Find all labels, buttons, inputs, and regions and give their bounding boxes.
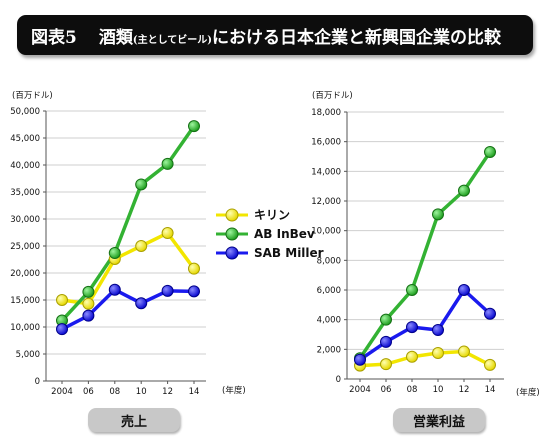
series-line-- xyxy=(61,231,196,306)
data-point-- xyxy=(135,240,148,252)
data-point-sab-miller xyxy=(380,335,392,348)
data-point-- xyxy=(458,345,470,358)
y-tick-label: 10,000 xyxy=(311,227,341,237)
x-tick-label: 12 xyxy=(162,387,173,397)
legend-label-sabmiller: SAB Miller xyxy=(254,245,324,260)
y-tick-label: 30,000 xyxy=(10,215,40,225)
data-point-ab-inbev xyxy=(135,178,148,191)
data-point-ab-inbev xyxy=(108,247,121,260)
data-point-sab-miller xyxy=(188,285,200,298)
x-tick-label: 14 xyxy=(485,385,496,395)
x-tick-label: 12 xyxy=(459,385,470,395)
y-tick-label: 50,000 xyxy=(10,107,40,117)
data-point-sab-miller xyxy=(432,324,444,337)
data-point-- xyxy=(56,294,68,306)
sales-label: 売上 xyxy=(88,408,180,432)
operating-profit-chart: 0 2,000 4,000 6,000 8,000 10,000 12,000 14,000 1… xyxy=(311,91,539,398)
x-tick-label: 10 xyxy=(136,387,147,397)
y-tick-label: 6,000 xyxy=(317,286,341,296)
x-tick-label: 08 xyxy=(407,385,418,395)
y-tick-label: 20,000 xyxy=(10,269,40,279)
y-tick-label: 8,000 xyxy=(317,256,341,266)
y-tick-label: 45,000 xyxy=(10,134,40,144)
y-tick-label: 14,000 xyxy=(311,167,341,177)
legend-label-kirin: キリン xyxy=(254,208,291,222)
x-tick-label: 2004 xyxy=(349,385,371,395)
data-point-- xyxy=(432,347,444,360)
data-point-sab-miller xyxy=(406,321,418,334)
y-tick-label: 18,000 xyxy=(311,108,341,118)
legend-marker-kirin xyxy=(216,208,248,221)
y-tick-label: 25,000 xyxy=(10,242,40,252)
data-point-ab-inbev xyxy=(188,120,200,133)
data-point-- xyxy=(406,350,418,363)
y-tick-label: 10,000 xyxy=(10,323,40,333)
data-point-- xyxy=(161,227,174,240)
data-point-ab-inbev xyxy=(484,146,496,159)
data-point-ab-inbev xyxy=(82,285,95,298)
data-point-ab-inbev xyxy=(458,184,470,197)
data-point-sab-miller xyxy=(354,353,366,366)
x-tick-label: 06 xyxy=(381,385,392,395)
x-tick-label: 06 xyxy=(83,387,94,397)
data-point-ab-inbev xyxy=(380,313,392,326)
title-part-1: 酒類 xyxy=(98,27,133,48)
y-tick-label: 15,000 xyxy=(10,296,40,306)
y-tick-label: 0 xyxy=(336,375,341,385)
figure-title: 図表5 酒類(主としてビール)における日本企業と新興国企業の比較 xyxy=(17,23,501,48)
data-point-sab-miller xyxy=(484,307,496,320)
x-tick-label: 2004 xyxy=(51,387,73,397)
legend: キリン AB InBev SAB Miller xyxy=(215,205,324,262)
data-point-sab-miller xyxy=(82,309,95,322)
legend-item-abinbev: AB InBev xyxy=(215,224,324,243)
data-point-sab-miller xyxy=(161,284,174,297)
series-line-- xyxy=(359,349,491,368)
data-point-ab-inbev xyxy=(161,157,174,170)
data-point-- xyxy=(82,297,95,310)
title-part-2: における日本企業と新興国企業の比較 xyxy=(212,27,502,48)
y-axis-label: (百万ドル) xyxy=(12,91,53,101)
x-axis-label: (年度) xyxy=(516,387,540,398)
series-line-ab-inbev xyxy=(60,125,196,322)
data-point-sab-miller xyxy=(135,297,148,310)
y-tick-label: 35,000 xyxy=(10,188,40,198)
data-point-- xyxy=(188,262,200,275)
x-axis-label: (年度) xyxy=(222,385,246,396)
data-point-- xyxy=(484,358,496,371)
data-point-sab-miller xyxy=(108,283,121,296)
y-tick-label: 5,000 xyxy=(16,350,40,360)
data-point-sab-miller xyxy=(458,284,470,296)
data-point-ab-inbev xyxy=(406,284,418,296)
legend-marker-sabmiller xyxy=(216,246,248,259)
y-tick-label: 0 xyxy=(35,377,40,387)
series-line-ab-inbev xyxy=(358,151,492,360)
data-point-ab-inbev xyxy=(432,208,444,221)
y-tick-label: 40,000 xyxy=(10,161,40,171)
y-tick-label: 12,000 xyxy=(311,197,341,207)
data-point-- xyxy=(380,358,392,371)
x-tick-label: 14 xyxy=(189,387,200,397)
y-tick-label: 4,000 xyxy=(317,316,341,326)
y-axis-label: (百万ドル) xyxy=(312,91,353,101)
x-tick-label: 08 xyxy=(109,387,120,397)
y-tick-label: 16,000 xyxy=(311,138,341,148)
x-tick-label: 10 xyxy=(433,385,444,395)
legend-item-sabmiller: SAB Miller xyxy=(215,243,324,262)
title-paren: (主としてビール) xyxy=(132,34,213,46)
y-tick-label: 2,000 xyxy=(317,345,341,355)
title-bar: 図表5 酒類(主としてビール)における日本企業と新興国企業の比較 xyxy=(17,15,533,55)
figure-number: 図表5 xyxy=(31,27,77,48)
legend-marker-abinbev xyxy=(216,227,248,240)
legend-item-kirin: キリン xyxy=(215,205,324,224)
series-line-sab-miller xyxy=(61,287,195,331)
legend-label-abinbev: AB InBev xyxy=(254,226,315,241)
data-point-sab-miller xyxy=(56,323,68,336)
operating-profit-label: 営業利益 xyxy=(393,408,485,432)
sales-chart: 0 5,000 10,000 15,000 20,000 25,000 30,000 35,0… xyxy=(10,91,245,397)
